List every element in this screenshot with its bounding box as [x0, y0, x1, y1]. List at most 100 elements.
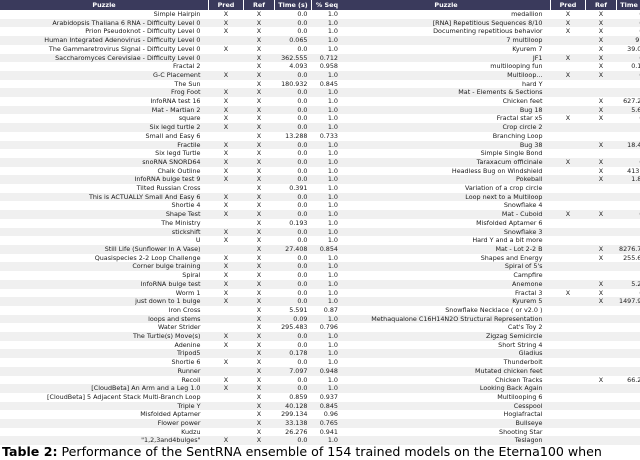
cell-puzzle: Mat - Martian 2: [151, 105, 201, 114]
table-caption-label: Table 2:: [2, 444, 58, 459]
table-row: Kudzu X 26.276 0.941: [0, 427, 342, 437]
cell-seq: 0.96: [323, 410, 338, 419]
cell-time: 5.253: [631, 279, 640, 288]
cell-puzzle: Loop next to a Multiloop: [465, 192, 543, 201]
cell-seq: 1.0: [327, 105, 338, 114]
cell-pred: X: [565, 157, 571, 166]
cell-pred: [551, 297, 586, 306]
cell-pred: [209, 80, 244, 89]
cell-puzzle: Hoglafractal: [503, 410, 543, 419]
cell-pred: [209, 36, 244, 45]
cell-puzzle: The Gammaretrovirus Signal - Difficulty …: [48, 44, 201, 53]
table-row: Fractal 3XX0.01.0: [342, 288, 640, 298]
cell-puzzle: Simple Hairpin: [153, 10, 201, 18]
table-row: [CloudBeta] An Arm and a Leg 1.0 X X 0.0 1.0: [0, 384, 342, 393]
cell-time: 627.204: [623, 97, 640, 106]
cell-seq: 1.0: [327, 384, 338, 393]
table-row: Crop circle 2inf0.0: [342, 123, 640, 132]
cell-pred: X: [223, 88, 229, 97]
cell-ref: [586, 315, 617, 324]
cell-pred: X: [565, 210, 571, 219]
cell-pred: X: [223, 105, 229, 114]
results-table-left: Puzzle Pred Ref Time (s)% Seq Simple Hairpin…: [0, 0, 342, 446]
cell-time: 0.0: [297, 140, 308, 149]
cell-pred: [209, 132, 244, 141]
table-row: Teslagoninf0.0: [342, 436, 640, 446]
cell-seq: 1.0: [327, 436, 338, 445]
cell-puzzle: Tripod5: [177, 349, 201, 358]
cell-puzzle: Documenting repetitious behavior: [433, 27, 543, 36]
cell-seq: 0.796: [319, 323, 338, 332]
cell-puzzle: Small and Easy 6: [145, 131, 201, 140]
cell-puzzle: Gladius: [518, 349, 543, 358]
cell-pred: X: [223, 253, 229, 262]
cell-puzzle: InfoRNA test 16: [150, 97, 201, 106]
cell-pred: X: [223, 192, 229, 201]
cell-time: inf: [617, 341, 640, 350]
cell-ref: X: [256, 366, 262, 375]
cell-time: inf: [617, 315, 640, 324]
table-row: Looking Back Againinf0.0: [342, 384, 640, 393]
table-row: The Ministry X 0.193 1.0: [0, 218, 342, 228]
cell-puzzle: Short String 4: [498, 340, 543, 349]
cell-puzzle: Teslagon: [514, 436, 543, 445]
cell-time: inf: [617, 271, 640, 280]
cell-puzzle: Shooting Star: [499, 427, 543, 436]
cell-pred: X: [223, 201, 229, 210]
cell-ref: X: [256, 123, 262, 132]
cell-ref: [586, 88, 617, 97]
cell-pred: X: [223, 166, 229, 175]
cell-puzzle: Runner: [177, 366, 201, 375]
cell-puzzle: Shortie 4: [171, 201, 201, 210]
cell-puzzle: Iron Cross: [168, 305, 201, 314]
cell-pred: X: [223, 44, 229, 53]
cell-puzzle: Crop circle 2: [502, 123, 543, 132]
cell-puzzle: Corner bulge training: [132, 262, 201, 271]
cell-pred: X: [223, 279, 229, 288]
cell-time: 40.128: [285, 401, 308, 410]
cell-ref: X: [256, 27, 262, 36]
table-row: "1,2,3and4bulges" X X 0.0 1.0: [0, 436, 342, 446]
cell-puzzle: Still Life (Sunflower In A Vase): [104, 244, 201, 253]
cell-puzzle: square: [178, 114, 201, 123]
cell-puzzle: Recoil: [181, 375, 201, 384]
table-row: Adenine X X 0.0 1.0: [0, 340, 342, 350]
cell-puzzle: InfoRNA bulge test: [140, 279, 201, 288]
cell-puzzle: Pokeball: [516, 175, 543, 184]
table-row: snoRNA SNORD64 X X 0.0 1.0: [0, 157, 342, 167]
table-row: Shortie 6 X X 0.0 1.0: [0, 358, 342, 367]
cell-time: 5.638: [631, 105, 640, 114]
cell-ref: X: [256, 340, 262, 349]
table-row: Fractile X X 0.0 1.0: [0, 140, 342, 150]
table-caption-text: Performance of the SentRNA ensemble of 1…: [57, 444, 602, 459]
cell-pred: [551, 149, 586, 158]
table-row: Taraxacum officinaleXX0.01.0: [342, 157, 640, 167]
cell-puzzle: G-C Placement: [153, 70, 201, 79]
table-row: Human Integrated Adenovirus - Difficulty…: [0, 36, 342, 45]
cell-time: inf: [617, 332, 640, 341]
cell-ref: X: [256, 253, 262, 262]
cell-ref: X: [256, 166, 262, 175]
cell-seq: 1.0: [327, 218, 338, 227]
table-row: Tripod5 X 0.178 1.0: [0, 349, 342, 359]
cell-ref: [586, 341, 617, 350]
cell-time: inf: [617, 323, 640, 332]
cell-time: 0.0: [297, 192, 308, 201]
cell-puzzle: Multiloop...: [507, 70, 543, 79]
cell-pred: [551, 332, 586, 341]
cell-seq: 1.0: [327, 123, 338, 132]
cell-puzzle: Kyurem 7: [512, 44, 543, 53]
cell-ref: X: [256, 279, 262, 288]
cell-ref: X: [598, 210, 604, 219]
cell-seq: 0.845: [319, 401, 338, 410]
cell-puzzle: Campfire: [513, 271, 543, 280]
cell-pred: [551, 323, 586, 332]
table-row: Campfireinf0.0: [342, 271, 640, 280]
cell-seq: 0.958: [319, 62, 338, 71]
cell-puzzle: Shape Test: [165, 210, 201, 219]
cell-time: inf: [617, 262, 640, 271]
cell-pred: [551, 419, 586, 428]
cell-pred: [551, 36, 586, 45]
cell-puzzle: Snowflake 4: [503, 201, 543, 210]
